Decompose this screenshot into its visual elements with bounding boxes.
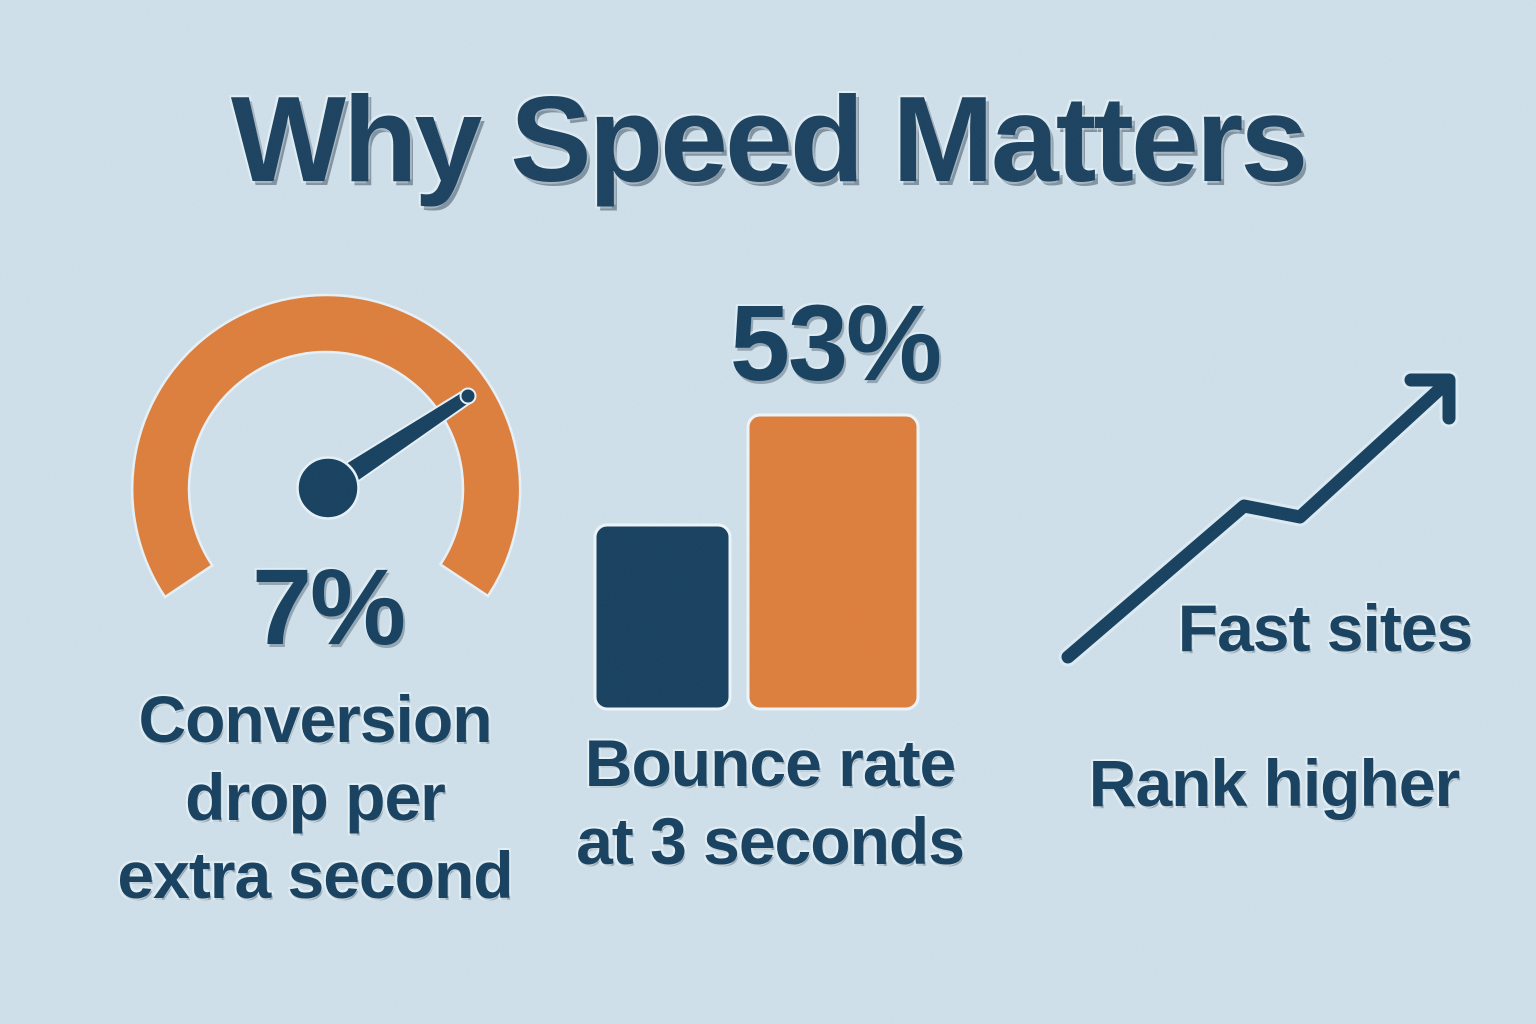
conversion-caption-line3: extra second [117, 838, 513, 912]
bounce-caption: Bounce rate at 3 seconds [520, 724, 1020, 880]
conversion-caption: Conversion drop per extra second [85, 680, 545, 914]
bounce-caption-line2: at 3 seconds [576, 804, 965, 878]
bounce-caption-line1: Bounce rate [584, 726, 956, 800]
rank-higher-label: Rank higher [1088, 746, 1460, 820]
conversion-caption-line2: drop per [185, 760, 446, 834]
page-title: Why Speed Matters [230, 71, 1308, 207]
conversion-caption-line1: Conversion [138, 682, 492, 756]
conversion-value: 7% [251, 546, 406, 667]
bar-orange [746, 413, 920, 711]
bar-chart-icon [593, 413, 920, 711]
gauge-needle [296, 387, 477, 520]
bar-navy [593, 523, 732, 711]
fast-sites-label: Fast sites [1177, 591, 1473, 665]
bounce-value: 53% [729, 282, 942, 403]
